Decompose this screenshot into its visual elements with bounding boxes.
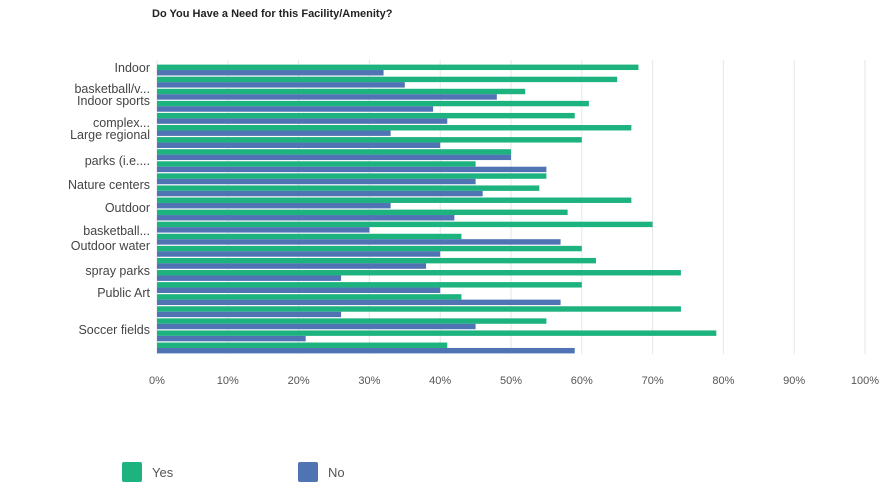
category-label: Public Art: [97, 286, 150, 300]
category-label: basketball...: [83, 224, 150, 238]
bar-no: [157, 142, 441, 148]
bar-no: [157, 94, 497, 100]
bar-yes: [157, 245, 582, 252]
bar-no: [157, 287, 441, 293]
chart-title: Do You Have a Need for this Facility/Ame…: [152, 8, 393, 20]
bar-no: [157, 82, 405, 88]
bar-no: [157, 154, 511, 161]
bar-yes: [157, 76, 618, 83]
bar-no: [157, 311, 342, 318]
legend-swatch-yes: [122, 462, 142, 482]
bar-yes: [157, 209, 568, 216]
bar-no: [157, 178, 476, 185]
bar-yes: [157, 342, 448, 348]
bar-yes: [157, 173, 547, 179]
bar-yes: [157, 88, 526, 95]
bar-no: [157, 275, 342, 281]
bar-yes: [157, 100, 589, 107]
x-tick-label: 90%: [783, 375, 805, 387]
bar-no: [157, 130, 391, 136]
bar-yes: [157, 233, 462, 240]
legend-label-yes: Yes: [152, 464, 174, 480]
legend-item-no[interactable]: No: [298, 462, 345, 482]
x-tick-label: 0%: [149, 375, 165, 387]
bar-no: [157, 323, 476, 330]
bar-yes: [157, 282, 582, 288]
bar-no: [157, 263, 427, 269]
bar-yes: [157, 330, 717, 336]
legend-item-yes[interactable]: Yes: [122, 462, 173, 482]
bar-yes: [157, 306, 681, 312]
bar-no: [157, 202, 391, 209]
bar-yes: [157, 125, 632, 131]
legend-swatch-no: [298, 462, 318, 482]
category-label: Soccer fields: [78, 323, 150, 337]
x-tick-label: 10%: [217, 375, 239, 387]
bar-no: [157, 335, 306, 342]
x-tick-label: 20%: [288, 375, 310, 387]
category-label: parks (i.e....: [85, 154, 150, 168]
bar-yes: [157, 257, 596, 264]
bar-no: [157, 227, 370, 233]
category-label: spray parks: [85, 264, 150, 278]
bar-yes: [157, 318, 547, 324]
category-label: Nature centers: [68, 178, 150, 192]
bar-no: [157, 299, 561, 306]
bar-yes: [157, 221, 653, 228]
category-label: Large regional: [70, 128, 150, 142]
x-tick-label: 50%: [500, 375, 522, 387]
x-tick-label: 100%: [851, 375, 879, 387]
bar-yes: [157, 112, 575, 119]
bar-yes: [157, 137, 582, 143]
legend-label-no: No: [328, 464, 345, 480]
bar-no: [157, 251, 441, 257]
category-label: basketball/v...: [74, 82, 150, 96]
bar-no: [157, 239, 561, 245]
bar-no: [157, 106, 434, 112]
bar-yes: [157, 149, 511, 155]
bar-no: [157, 118, 448, 124]
x-tick-label: 70%: [642, 375, 664, 387]
x-tick-label: 30%: [358, 375, 380, 387]
bar-no: [157, 166, 547, 173]
bar-no: [157, 215, 455, 221]
category-label: Outdoor: [105, 201, 150, 215]
category-label: Indoor sports: [77, 94, 150, 108]
x-tick-label: 80%: [712, 375, 734, 387]
bar-yes: [157, 270, 681, 276]
bar-no: [157, 347, 575, 354]
bar-no: [157, 70, 384, 76]
bar-yes: [157, 64, 639, 71]
x-tick-label: 40%: [429, 375, 451, 387]
bar-yes: [157, 185, 540, 191]
category-label: Indoor: [115, 61, 150, 75]
bar-no: [157, 190, 483, 197]
bar-yes: [157, 197, 632, 203]
bar-yes: [157, 294, 462, 300]
category-label: complex...: [93, 116, 150, 130]
x-tick-label: 60%: [571, 375, 593, 387]
category-label: Outdoor water: [71, 239, 150, 253]
bar-yes: [157, 161, 476, 167]
